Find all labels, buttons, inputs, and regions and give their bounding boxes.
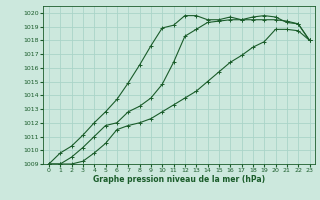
X-axis label: Graphe pression niveau de la mer (hPa): Graphe pression niveau de la mer (hPa) [93,175,265,184]
